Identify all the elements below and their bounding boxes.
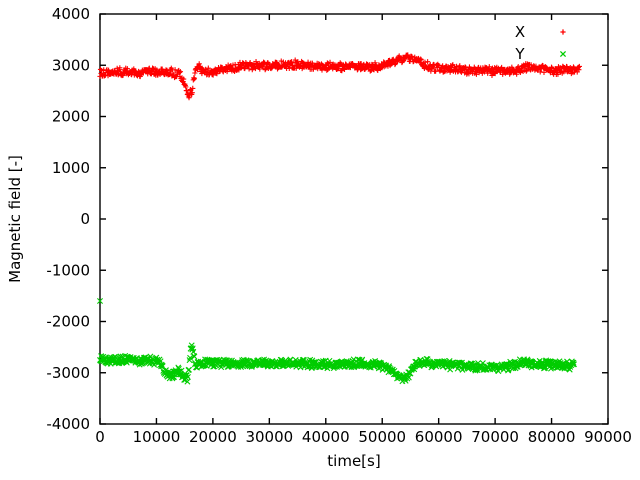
x-tick-label: 90000	[584, 428, 632, 446]
x-tick-label: 80000	[528, 428, 576, 446]
x-tick-label: 70000	[471, 428, 519, 446]
x-tick-label: 30000	[245, 428, 293, 446]
y-tick-label: -3000	[46, 364, 90, 382]
legend-entry-y[interactable]: Y	[514, 45, 567, 63]
x-axis-tick-labels: 0 10000 20000 30000 40000 50000 60000 70000 8000…	[95, 428, 632, 446]
x-tick-label: 0	[95, 428, 105, 446]
legend-label: X	[515, 23, 525, 41]
y-tick-label: 1000	[52, 159, 90, 177]
legend-marker-plus	[560, 29, 566, 35]
y-axis-ticks	[100, 13, 608, 425]
x-tick-label: 10000	[133, 428, 181, 446]
series-outlier-point	[97, 298, 103, 304]
series-points	[97, 52, 582, 101]
series-points	[97, 342, 578, 385]
x-tick-label: 20000	[189, 428, 237, 446]
chart-legend: XY	[514, 23, 567, 63]
y-tick-label: 0	[80, 210, 90, 228]
y-tick-label: -4000	[46, 415, 90, 433]
data-series-y	[97, 298, 578, 385]
y-tick-label: -1000	[46, 261, 90, 279]
data-series-layer	[97, 52, 582, 385]
legend-entry-x[interactable]: X	[515, 23, 566, 41]
x-axis-title: time[s]	[327, 452, 380, 470]
y-axis-title: Magnetic field [-]	[6, 155, 24, 283]
x-axis-ticks	[99, 14, 609, 424]
x-tick-label: 40000	[302, 428, 350, 446]
x-tick-label: 50000	[358, 428, 406, 446]
y-tick-label: 3000	[52, 56, 90, 74]
y-tick-label: 4000	[52, 5, 90, 23]
x-tick-label: 60000	[415, 428, 463, 446]
y-tick-label: -2000	[46, 313, 90, 331]
legend-label: Y	[514, 45, 525, 63]
data-series-x	[97, 52, 582, 101]
y-axis-tick-labels: -4000 -3000 -2000 -1000 0 1000 2000 3000 4000	[46, 5, 90, 433]
legend-marker-cross	[559, 50, 567, 58]
y-tick-label: 2000	[52, 108, 90, 126]
